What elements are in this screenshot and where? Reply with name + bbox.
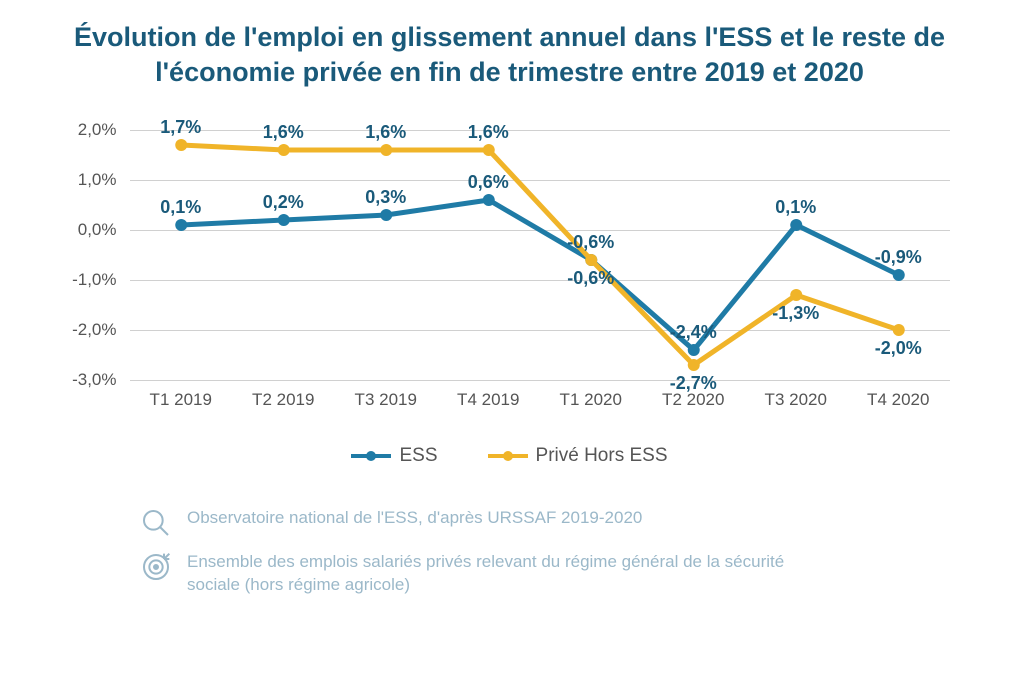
data-label: -2,4% <box>670 322 717 343</box>
y-tick-label: 2,0% <box>78 120 117 140</box>
y-axis: -3,0%-2,0%-1,0%0,0%1,0%2,0% <box>60 130 125 380</box>
y-tick-label: -3,0% <box>72 370 116 390</box>
footer-text: Ensemble des emplois salariés privés rel… <box>187 551 837 597</box>
data-label: 0,3% <box>365 187 406 208</box>
x-tick-label: T4 2020 <box>867 390 929 410</box>
x-tick-label: T2 2020 <box>662 390 724 410</box>
series-marker <box>482 194 494 206</box>
series-marker <box>790 289 802 301</box>
data-label: -1,3% <box>772 303 819 324</box>
data-label: -0,6% <box>567 232 614 253</box>
chart-container: -3,0% -2,0% -1,0% 0,0% 1,0% 2,0% 0,1% 0,2% 0,3%… <box>60 120 960 430</box>
x-tick-label: T1 2019 <box>150 390 212 410</box>
data-label: -0,6% <box>567 268 614 289</box>
legend-item: Privé Hors ESS <box>488 445 668 467</box>
series-marker <box>892 324 904 336</box>
legend-label: Privé Hors ESS <box>536 445 668 467</box>
series-marker <box>277 214 289 226</box>
footer-row: Ensemble des emplois salariés privés rel… <box>140 551 979 597</box>
legend-label: ESS <box>399 445 437 467</box>
data-label: 0,6% <box>468 172 509 193</box>
series-marker <box>175 139 187 151</box>
legend: ESS Privé Hors ESS <box>40 445 979 467</box>
chart-title: Évolution de l'emploi en glissement annu… <box>40 20 979 90</box>
legend-item: ESS <box>351 445 437 467</box>
x-tick-label: T2 2019 <box>252 390 314 410</box>
series-marker <box>277 144 289 156</box>
x-tick-label: T3 2020 <box>765 390 827 410</box>
data-label: 1,6% <box>468 122 509 143</box>
data-label: -2,0% <box>875 338 922 359</box>
series-marker <box>687 344 699 356</box>
data-label: 1,6% <box>365 122 406 143</box>
y-tick-label: 0,0% <box>78 220 117 240</box>
footer: Observatoire national de l'ESS, d'après … <box>40 507 979 597</box>
plot-area: 0,1%0,2%0,3%0,6%-0,6%-2,4%0,1%-0,9%1,7%1… <box>130 130 950 380</box>
magnify-icon <box>140 507 172 539</box>
series-marker <box>482 144 494 156</box>
data-label: 0,1% <box>775 197 816 218</box>
series-marker <box>380 144 392 156</box>
series-marker <box>175 219 187 231</box>
legend-swatch <box>351 454 391 458</box>
gridline <box>130 380 950 381</box>
series-marker <box>585 254 597 266</box>
series-marker <box>790 219 802 231</box>
legend-swatch <box>488 454 528 458</box>
data-label: 1,6% <box>263 122 304 143</box>
footer-text: Observatoire national de l'ESS, d'après … <box>187 507 642 530</box>
y-tick-label: -2,0% <box>72 320 116 340</box>
x-tick-label: T1 2020 <box>560 390 622 410</box>
series-marker <box>380 209 392 221</box>
chart-lines <box>130 130 950 380</box>
x-tick-label: T4 2019 <box>457 390 519 410</box>
series-marker <box>687 359 699 371</box>
series-marker <box>892 269 904 281</box>
y-tick-label: -1,0% <box>72 270 116 290</box>
data-label: 0,2% <box>263 192 304 213</box>
data-label: 0,1% <box>160 197 201 218</box>
data-label: -0,9% <box>875 247 922 268</box>
series-line <box>181 145 899 365</box>
x-tick-label: T3 2019 <box>355 390 417 410</box>
target-icon <box>140 551 172 583</box>
data-label: 1,7% <box>160 117 201 138</box>
footer-row: Observatoire national de l'ESS, d'après … <box>140 507 979 539</box>
y-tick-label: 1,0% <box>78 170 117 190</box>
x-axis: T1 2019 T2 2019 T3 2019 T4 2019 T1 2020 T2 20… <box>130 390 950 420</box>
